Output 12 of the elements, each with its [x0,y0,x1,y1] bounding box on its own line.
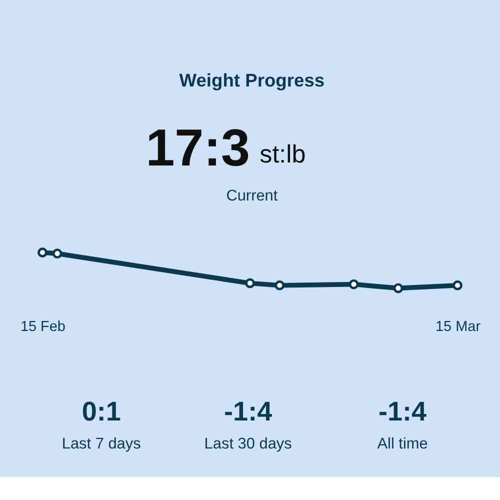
text: Last 7 days [62,435,142,452]
text: Last 30 days [204,435,292,452]
text: 17:3 [146,120,250,178]
text: All time [377,435,428,452]
text: -1:4 [224,396,272,426]
text: st:lb [260,140,306,169]
text: -1:4 [378,396,427,426]
x-tick-label: 15 Feb [20,319,66,336]
x-tick-label: 15 Mar [435,319,481,336]
chart-title: Weight Progress [179,69,325,90]
text: 0:1 [82,396,121,426]
text: Current [226,187,278,204]
